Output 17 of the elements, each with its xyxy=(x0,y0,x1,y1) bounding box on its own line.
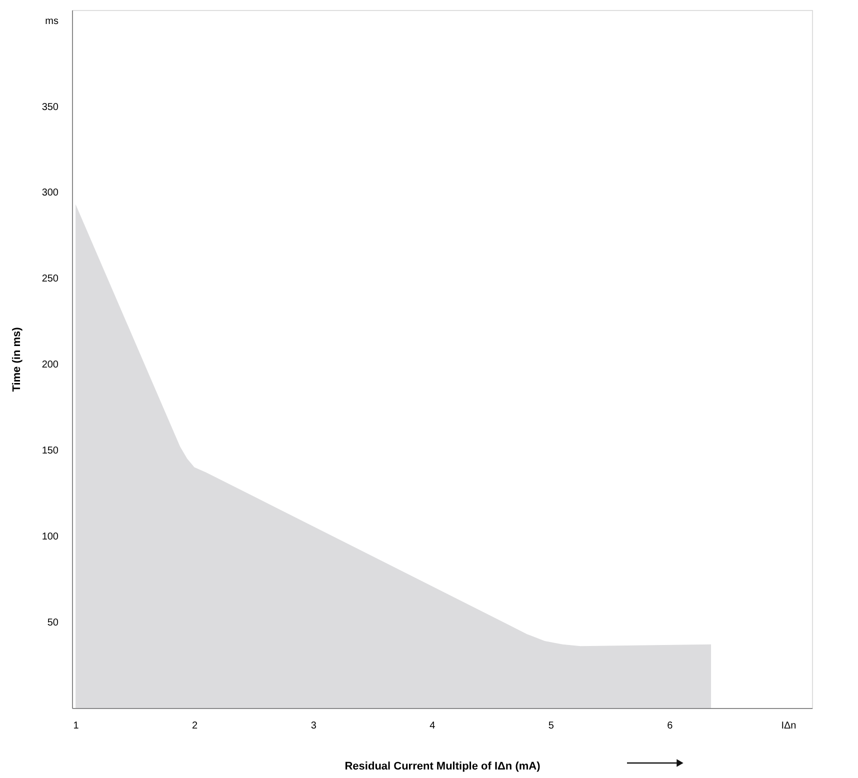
x-tick-label: 2 xyxy=(192,720,198,732)
x-tick-label: IΔn xyxy=(781,720,796,732)
x-tick-label: 3 xyxy=(310,720,317,732)
y-tick-label: 150 xyxy=(42,446,59,457)
x-tick-label: 1 xyxy=(73,720,80,732)
y-tick-label: ms xyxy=(45,16,58,27)
y-tick-label: 200 xyxy=(42,360,59,371)
y-axis-title: Time (in ms) xyxy=(10,326,23,392)
x-tick-label: 4 xyxy=(430,720,436,732)
y-tick-label: 100 xyxy=(42,532,59,543)
x-tick-label: 6 xyxy=(667,720,674,732)
x-axis-title: Residual Current Multiple of IΔn (mA) xyxy=(344,760,541,772)
y-tick-label: 250 xyxy=(42,274,59,285)
y-tick-label: 300 xyxy=(42,188,59,199)
y-tick-label: 50 xyxy=(47,618,59,629)
y-tick-label: 350 xyxy=(42,102,59,113)
x-tick-label: 5 xyxy=(548,720,554,732)
